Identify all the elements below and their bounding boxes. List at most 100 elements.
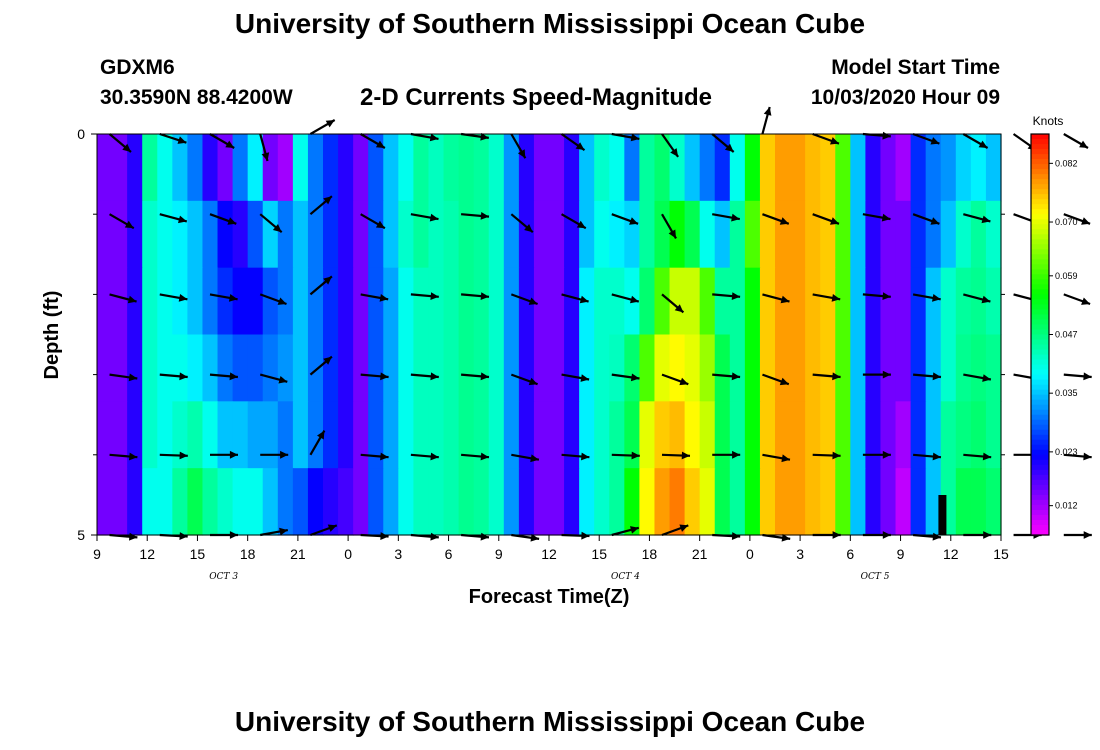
- arrow-head: [1083, 452, 1092, 461]
- heatmap-cell: [639, 468, 656, 536]
- heatmap-cell: [202, 267, 219, 336]
- colorbar-segment: [1031, 249, 1049, 255]
- heatmap-cell: [699, 401, 716, 469]
- heatmap-cell: [413, 334, 430, 402]
- heatmap-cell: [533, 468, 550, 536]
- arrow-head: [781, 454, 790, 463]
- heatmap-cell: [157, 468, 173, 536]
- colorbar-segment: [1031, 524, 1049, 531]
- arrow-head: [429, 213, 439, 222]
- colorbar-segment: [1031, 489, 1049, 496]
- heatmap-cell: [895, 267, 912, 336]
- colorbar-segment: [1031, 474, 1049, 481]
- heatmap-cell: [262, 200, 279, 269]
- heatmap-cell: [473, 134, 490, 202]
- arrow-head: [978, 140, 988, 148]
- arrow-head: [430, 292, 439, 300]
- heatmap-cell: [835, 267, 851, 336]
- heatmap-cell: [744, 468, 761, 536]
- model-start-time: 10/03/2020 Hour 09: [810, 86, 1000, 109]
- arrow-head: [581, 531, 590, 540]
- heatmap-cell: [503, 468, 520, 536]
- colorbar-segment: [1031, 149, 1049, 155]
- arrow-head: [272, 224, 282, 233]
- heatmap-cell: [729, 468, 746, 536]
- heatmap-cell: [458, 401, 475, 469]
- colorbar-segment: [1031, 384, 1049, 391]
- arrow-head: [575, 142, 585, 151]
- heatmap-cell: [669, 334, 686, 402]
- heatmap-cell: [428, 468, 445, 536]
- x-tick-label: 9: [93, 546, 101, 562]
- heatmap-cell: [684, 134, 701, 202]
- heatmap-cell: [142, 134, 158, 202]
- heatmap-cell: [518, 267, 535, 336]
- heatmap-cell: [353, 134, 369, 202]
- heatmap-cell: [383, 267, 399, 336]
- heatmap-cell: [172, 267, 188, 336]
- heatmap-cell: [443, 267, 460, 336]
- heatmap-cell: [624, 200, 640, 269]
- heatmap-cell: [729, 200, 746, 269]
- arrow-head: [129, 452, 138, 461]
- arrow-head: [982, 452, 992, 461]
- heatmap-cell: [488, 401, 505, 469]
- heatmap-cell: [187, 334, 204, 402]
- heatmap-cell: [187, 134, 204, 202]
- heatmap-cell: [307, 334, 324, 402]
- colorbar-tick-label: 0.035: [1055, 388, 1078, 398]
- heatmap-cell: [775, 401, 791, 469]
- colorbar-segment: [1031, 494, 1049, 501]
- colorbar-segment: [1031, 239, 1049, 245]
- heatmap-cell: [217, 334, 234, 402]
- heatmap-cell: [383, 334, 399, 402]
- day-label: OCT 3: [209, 572, 238, 582]
- arrow-head: [179, 532, 188, 540]
- arrow-head: [882, 450, 891, 459]
- heatmap-cell: [187, 401, 204, 469]
- arrow-head: [932, 294, 941, 302]
- heatmap-cell: [127, 334, 143, 402]
- arrow-head: [179, 372, 188, 381]
- arrow-head: [323, 356, 332, 365]
- heatmap-cell: [940, 267, 957, 336]
- heatmap-cell: [880, 267, 897, 336]
- heatmap-cell: [925, 267, 942, 336]
- arrow-head: [832, 451, 841, 460]
- arrow-head: [630, 526, 639, 534]
- heatmap-cell: [564, 468, 580, 536]
- colorbar-segment: [1031, 299, 1049, 306]
- heatmap-cell: [654, 200, 671, 269]
- arrow-head: [379, 294, 389, 302]
- arrow-head: [528, 377, 538, 386]
- colorbar-segment: [1031, 234, 1049, 240]
- colorbar-segment: [1031, 304, 1049, 311]
- x-tick-label: 21: [692, 546, 708, 562]
- heatmap-cell: [759, 267, 776, 336]
- heatmap-cell: [790, 267, 806, 336]
- colorbar-segment: [1031, 499, 1049, 506]
- heatmap-cell: [594, 134, 610, 202]
- heatmap-cell: [458, 134, 475, 202]
- heatmap-cell: [353, 334, 369, 402]
- arrow-head: [830, 137, 839, 145]
- colorbar-tick-label: 0.047: [1055, 330, 1078, 340]
- heatmap-cell: [398, 200, 414, 269]
- heatmap-cell: [955, 267, 972, 336]
- heatmap-cell: [805, 401, 821, 469]
- heatmap-cell: [473, 334, 490, 402]
- heatmap-cell: [564, 267, 580, 336]
- colorbar-segment: [1031, 144, 1049, 150]
- heatmap-cell: [880, 334, 897, 402]
- arrow-head: [832, 372, 841, 381]
- heatmap-cell: [292, 468, 309, 536]
- heatmap-cell: [503, 134, 520, 202]
- x-tick-label: 6: [846, 546, 854, 562]
- heatmap-cell: [654, 334, 671, 402]
- heatmap-cell: [805, 334, 821, 402]
- arrow-head: [932, 372, 941, 381]
- heatmap-cell: [383, 134, 399, 202]
- heatmap-cell: [338, 200, 354, 269]
- heatmap-cell: [579, 200, 595, 269]
